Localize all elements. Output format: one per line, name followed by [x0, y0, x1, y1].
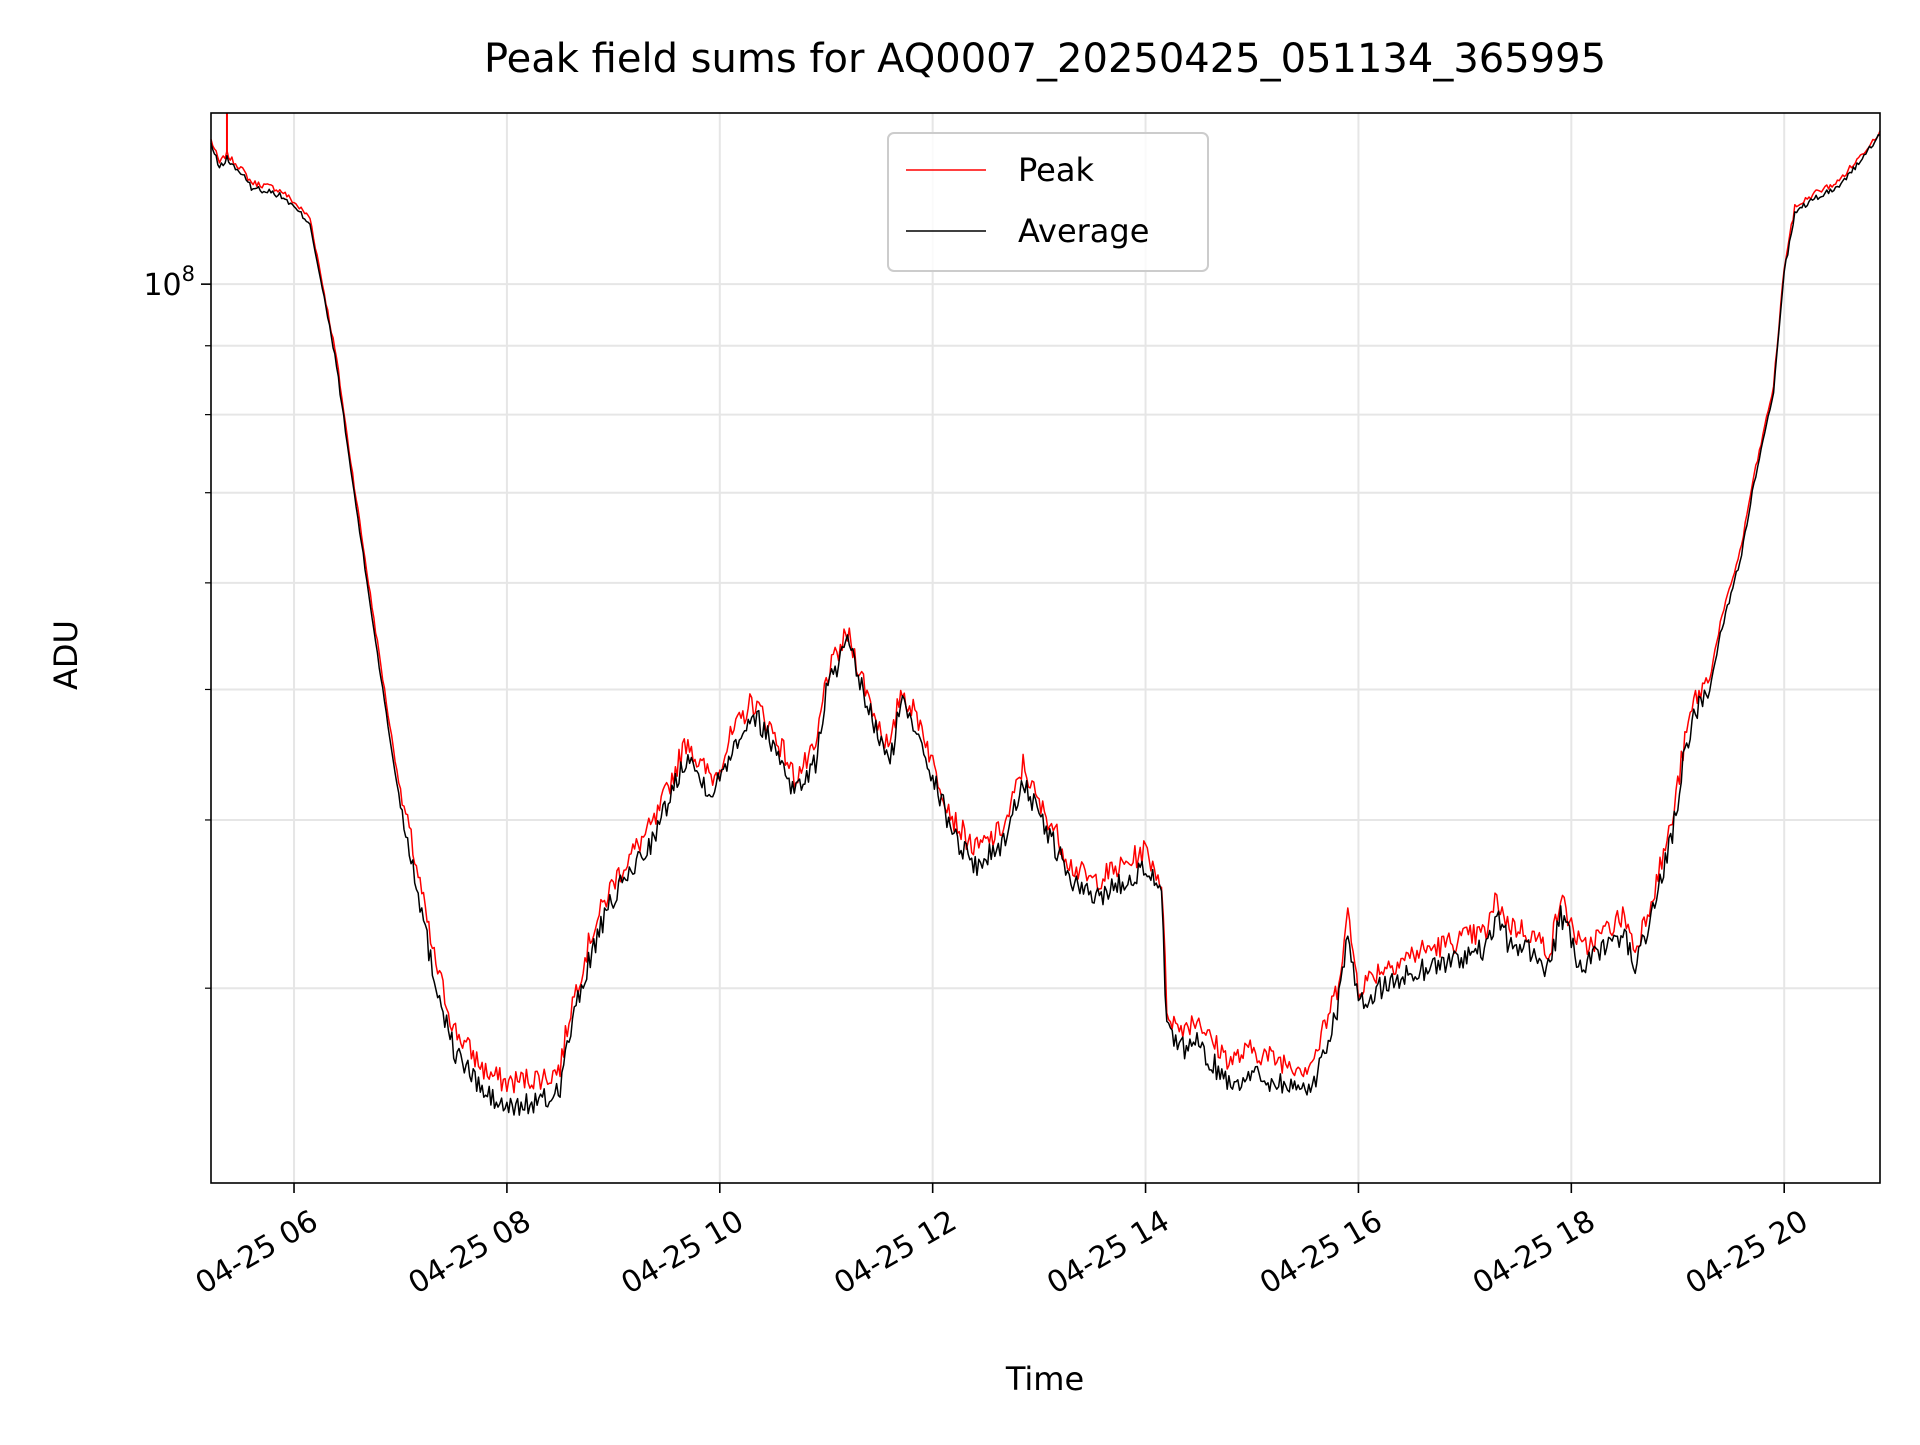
y-tick-label: 108	[143, 262, 195, 303]
grid	[211, 113, 1880, 1183]
x-axis-label: Time	[1005, 1360, 1084, 1398]
series-layer	[210, 113, 1881, 1116]
y-axis-label: ADU	[47, 620, 85, 690]
peak-series-line	[210, 130, 1881, 1094]
chart-title: Peak field sums for AQ0007_20250425_0511…	[484, 36, 1606, 82]
legend: Peak Average	[887, 132, 1209, 272]
legend-label-peak: Peak	[1018, 151, 1094, 189]
legend-box	[887, 132, 1209, 272]
average-series-line	[210, 134, 1881, 1116]
legend-label-average: Average	[1018, 212, 1149, 250]
plot-frame	[210, 112, 1881, 1184]
